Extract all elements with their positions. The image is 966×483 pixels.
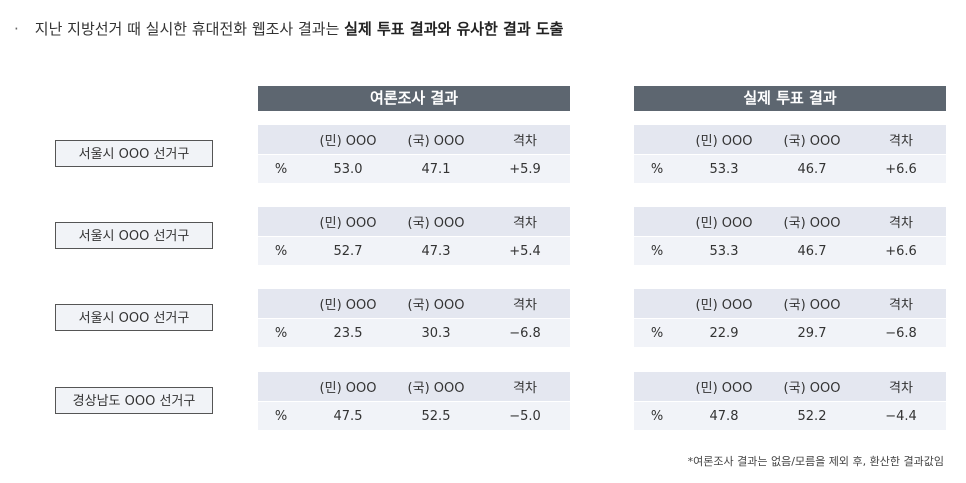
unit-cell: % [258, 154, 304, 183]
guk-value: 52.5 [392, 401, 480, 430]
column-header [634, 207, 680, 237]
column-header: (국) OOO [768, 289, 856, 319]
column-header: 격차 [480, 125, 570, 155]
region-label: 서울시 OOO 선거구 [55, 140, 213, 167]
bullet: · [14, 20, 19, 38]
column-header [258, 207, 304, 237]
actual-table: (민) OOO (국) OOO 격차% 22.9 29.7 −6.8 [634, 289, 946, 347]
guk-value: 47.1 [392, 154, 480, 183]
actual-table: (민) OOO (국) OOO 격차% 53.3 46.7 +6.6 [634, 125, 946, 183]
survey-table: (민) OOO (국) OOO 격차% 53.0 47.1 +5.9 [258, 125, 570, 183]
column-header [634, 372, 680, 402]
column-header: (국) OOO [392, 125, 480, 155]
actual-table: (민) OOO (국) OOO 격차% 53.3 46.7 +6.6 [634, 207, 946, 265]
guk-value: 30.3 [392, 318, 480, 347]
region-label: 경상남도 OOO 선거구 [55, 387, 213, 414]
gap-value: −5.0 [480, 401, 570, 430]
region-label: 서울시 OOO 선거구 [55, 222, 213, 249]
column-header: (국) OOO [392, 289, 480, 319]
min-value: 52.7 [304, 236, 392, 265]
guk-value: 29.7 [768, 318, 856, 347]
unit-cell: % [634, 236, 680, 265]
column-header: 격차 [856, 372, 946, 402]
gap-value: −6.8 [856, 318, 946, 347]
column-header: (국) OOO [392, 207, 480, 237]
survey-table: (민) OOO (국) OOO 격차% 52.7 47.3 +5.4 [258, 207, 570, 265]
column-header: (민) OOO [680, 207, 768, 237]
guk-value: 52.2 [768, 401, 856, 430]
gap-value: +5.9 [480, 154, 570, 183]
min-value: 53.3 [680, 236, 768, 265]
column-header: (민) OOO [680, 125, 768, 155]
column-header [258, 289, 304, 319]
unit-cell: % [634, 154, 680, 183]
min-value: 53.3 [680, 154, 768, 183]
min-value: 53.0 [304, 154, 392, 183]
column-header: (국) OOO [392, 372, 480, 402]
actual-table: (민) OOO (국) OOO 격차% 47.8 52.2 −4.4 [634, 372, 946, 430]
min-value: 23.5 [304, 318, 392, 347]
unit-cell: % [634, 401, 680, 430]
gap-value: +6.6 [856, 236, 946, 265]
column-header: (민) OOO [304, 289, 392, 319]
gap-value: −6.8 [480, 318, 570, 347]
headline-emphasis: 실제 투표 결과와 유사한 결과 도출 [344, 20, 564, 38]
survey-table: (민) OOO (국) OOO 격차% 23.5 30.3 −6.8 [258, 289, 570, 347]
column-header: (민) OOO [680, 289, 768, 319]
column-header: (민) OOO [680, 372, 768, 402]
unit-cell: % [634, 318, 680, 347]
column-header: 격차 [856, 125, 946, 155]
min-value: 22.9 [680, 318, 768, 347]
column-header: 격차 [856, 207, 946, 237]
column-header: 격차 [480, 372, 570, 402]
guk-value: 47.3 [392, 236, 480, 265]
footnote: *여론조사 결과는 없음/모름을 제외 후, 환산한 결과값임 [687, 455, 944, 468]
gap-value: −4.4 [856, 401, 946, 430]
column-header [634, 289, 680, 319]
actual-group-header: 실제 투표 결과 [634, 86, 946, 111]
gap-value: +6.6 [856, 154, 946, 183]
min-value: 47.8 [680, 401, 768, 430]
gap-value: +5.4 [480, 236, 570, 265]
min-value: 47.5 [304, 401, 392, 430]
survey-table: (민) OOO (국) OOO 격차% 47.5 52.5 −5.0 [258, 372, 570, 430]
headline: · 지난 지방선거 때 실시한 휴대전화 웹조사 결과는 실제 투표 결과와 유사… [14, 18, 563, 39]
column-header [258, 125, 304, 155]
unit-cell: % [258, 236, 304, 265]
region-label: 서울시 OOO 선거구 [55, 304, 213, 331]
column-header [258, 372, 304, 402]
column-header: 격차 [856, 289, 946, 319]
column-header: 격차 [480, 207, 570, 237]
column-header: (국) OOO [768, 372, 856, 402]
column-header: (민) OOO [304, 125, 392, 155]
column-header [634, 125, 680, 155]
survey-group-header: 여론조사 결과 [258, 86, 570, 111]
unit-cell: % [258, 318, 304, 347]
column-header: (국) OOO [768, 207, 856, 237]
column-header: (민) OOO [304, 372, 392, 402]
column-header: (국) OOO [768, 125, 856, 155]
guk-value: 46.7 [768, 154, 856, 183]
headline-text: 지난 지방선거 때 실시한 휴대전화 웹조사 결과는 [34, 20, 345, 38]
guk-value: 46.7 [768, 236, 856, 265]
column-header: (민) OOO [304, 207, 392, 237]
unit-cell: % [258, 401, 304, 430]
column-header: 격차 [480, 289, 570, 319]
